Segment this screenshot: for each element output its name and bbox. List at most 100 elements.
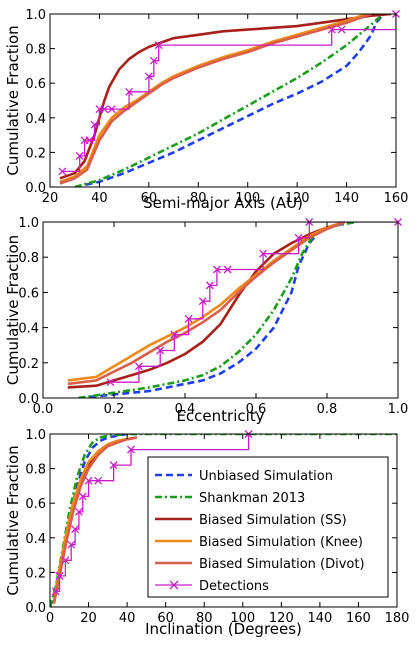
- detection-point: [67, 540, 76, 549]
- y-tick-label: 0.8: [25, 463, 46, 478]
- y-tick-label: 0.2: [25, 566, 46, 581]
- x-tick-label: 100: [235, 191, 260, 206]
- y-tick-label: 0.8: [25, 43, 46, 58]
- detection-point: [100, 105, 109, 114]
- detection-point: [107, 105, 116, 114]
- detection-point: [109, 461, 118, 470]
- y-tick-label: 0.2: [18, 357, 39, 372]
- panel-2: 0.0 0.2 0.4 0.6 0.8 1.0 0.0 0.2 0.4 0.6 0.8 1.0 Ecce…: [4, 216, 408, 425]
- detection-point: [223, 265, 232, 274]
- y-tick-label: 0.4: [25, 112, 46, 127]
- detection-point: [71, 525, 80, 534]
- legend-box: [147, 456, 389, 598]
- legend-label-detections: Detections: [199, 579, 269, 594]
- detection-point: [85, 136, 94, 145]
- detection-point: [212, 265, 221, 274]
- x-tick-label: 0.8: [317, 402, 338, 417]
- series-line-knee: [52, 436, 138, 603]
- y-tick-label: 1.0: [25, 8, 46, 23]
- detection-point: [106, 378, 115, 387]
- series-line-knee: [59, 14, 372, 184]
- x-tick-label: 120: [285, 191, 310, 206]
- detection-point: [84, 476, 93, 485]
- x-tick-label: 60: [157, 611, 174, 626]
- x-tick-label: 0.2: [104, 402, 125, 417]
- detection-point: [154, 41, 163, 50]
- x-tick-label: 0.4: [175, 402, 196, 417]
- series-line-shankman: [50, 434, 397, 607]
- panel-3: 0 20 40 60 80 100 120 140 160 180 0.0 0.2 0.4 0.6 0.8 1…: [4, 428, 409, 638]
- detection-point: [78, 492, 87, 501]
- legend-label-divot: Biased Simulation (Divot): [199, 557, 365, 572]
- y-axis-label: Cumulative Fraction: [4, 25, 22, 175]
- y-tick-label: 1.0: [25, 428, 46, 443]
- detection-point: [170, 330, 179, 339]
- y-tick-label: 0.2: [25, 146, 46, 161]
- series-line-ss: [59, 14, 392, 180]
- y-tick-label: 0.4: [25, 532, 46, 547]
- y-tick-label: 0.4: [18, 322, 39, 337]
- detection-point: [61, 556, 70, 565]
- y-tick-label: 0.6: [25, 497, 46, 512]
- y-tick-label: 0.6: [18, 286, 39, 301]
- x-tick-label: 140: [334, 191, 359, 206]
- x-tick-label: 80: [196, 611, 213, 626]
- series-line-shankman: [74, 14, 385, 187]
- detection-point: [259, 249, 268, 258]
- panel-1: 20 40 60 80 100 120 140 160 0.0 0.2 0.4 0.6 0.8 1.0 Se…: [4, 8, 408, 212]
- legend-label-unbiased: Unbiased Simulation: [199, 469, 333, 484]
- x-tick-label: 0: [46, 611, 54, 626]
- y-tick-label: 0.0: [18, 392, 39, 407]
- x-tick-label: 160: [346, 611, 371, 626]
- detection-point: [125, 87, 134, 96]
- plot-frame: [49, 433, 398, 608]
- series-line-divot: [52, 436, 138, 604]
- y-tick-label: 0.6: [25, 77, 46, 92]
- series-line-shankman: [78, 222, 356, 398]
- series-line-detections: [55, 434, 250, 593]
- x-axis-label: Inclination (Degrees): [145, 620, 302, 638]
- x-axis-label: Eccentricity: [176, 407, 264, 425]
- legend-label-ss: Biased Simulation (SS): [199, 513, 347, 528]
- x-tick-label: 160: [384, 191, 409, 206]
- detection-point: [294, 233, 303, 242]
- series-line-detections: [62, 14, 396, 173]
- detection-point: [94, 476, 103, 485]
- x-tick-label: 20: [42, 191, 59, 206]
- detection-point: [337, 25, 346, 34]
- series-line-detections: [110, 222, 398, 383]
- y-tick-label: 0.0: [25, 601, 46, 616]
- y-tick-label: 1.0: [18, 216, 39, 231]
- detection-point: [127, 445, 135, 454]
- detection-point: [90, 120, 99, 129]
- y-tick-label: 0.0: [25, 181, 46, 196]
- x-tick-label: 0.6: [246, 402, 267, 417]
- x-tick-label: 20: [80, 611, 97, 626]
- series-line-ss: [52, 436, 138, 604]
- detection-point: [75, 151, 84, 160]
- series-line-unbiased: [78, 222, 356, 398]
- detection-point: [205, 281, 214, 290]
- series-line-knee: [67, 222, 346, 382]
- detection-point: [134, 362, 143, 371]
- detection-point: [327, 25, 336, 34]
- detection-point: [184, 314, 193, 323]
- detection-point: [156, 346, 165, 355]
- detection-point: [198, 297, 207, 306]
- detection-point: [144, 72, 153, 81]
- detection-point: [58, 167, 67, 176]
- x-tick-label: 1.0: [388, 402, 409, 417]
- detection-point: [51, 587, 60, 596]
- series-line-divot: [67, 222, 346, 386]
- x-tick-label: 40: [91, 191, 108, 206]
- x-tick-label: 120: [269, 611, 294, 626]
- detection-point: [149, 56, 158, 65]
- x-tick-label: 140: [307, 611, 332, 626]
- x-tick-label: 180: [385, 611, 410, 626]
- y-tick-label: 0.8: [18, 251, 39, 266]
- x-tick-label: 60: [141, 191, 158, 206]
- plot-frame: [49, 13, 397, 188]
- x-axis-label: Semi-major Axis (AU): [143, 194, 303, 212]
- x-tick-label: 0.0: [33, 402, 54, 417]
